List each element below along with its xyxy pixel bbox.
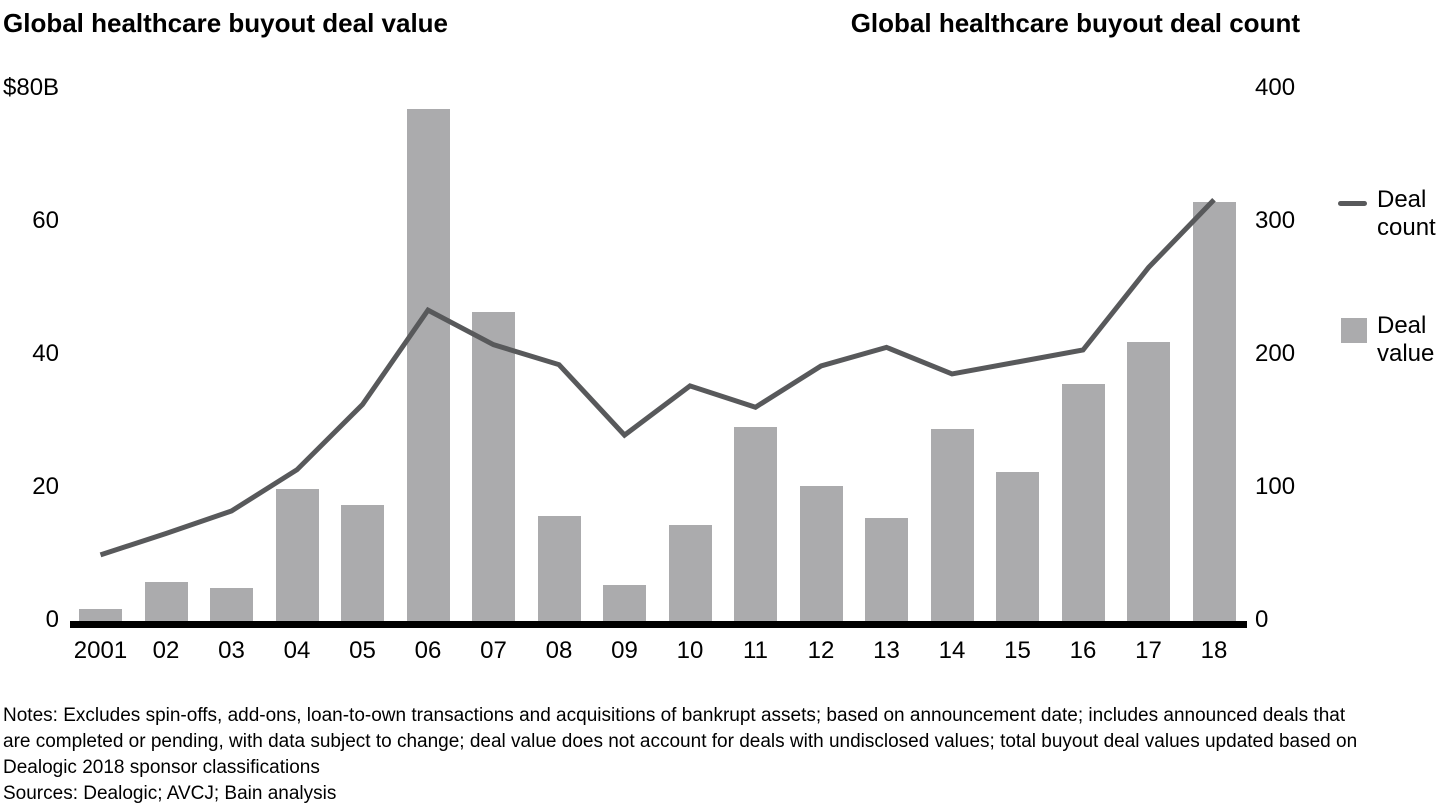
right-axis-tick-300: 300 [1255,207,1296,234]
deal-value-bar-03 [210,587,253,621]
notes-line-1: Notes: Excludes spin-offs, add-ons, loan… [3,705,1346,726]
right-axis-tick-100: 100 [1255,473,1296,500]
deal-value-bar-17 [1127,341,1170,621]
right-axis-tick-200: 200 [1255,340,1296,367]
x-axis-label-12: 12 [807,637,835,664]
deal-value-bar-13 [865,517,908,621]
deal-value-bar-11 [734,427,777,621]
deal-value-bar-2001 [79,609,122,621]
x-axis-label-06: 06 [414,637,442,664]
right-axis-tick-400: 400 [1255,74,1296,101]
chart-title-left: Global healthcare buyout deal value [3,8,449,38]
x-axis-label-11: 11 [743,637,768,664]
legend-label-deal-value: Deal value [1377,312,1435,367]
x-axis-label-02: 02 [152,637,180,664]
x-axis-label-13: 13 [873,637,900,664]
x-axis-label-2001: 2001 [73,637,128,664]
x-axis-label-10: 10 [676,637,704,664]
x-axis-label-14: 14 [938,637,966,664]
x-axis-label-17: 17 [1135,637,1162,664]
deal-value-bar-12 [799,486,843,621]
deal-count-line-swatch-icon [1338,201,1367,206]
deal-value-bar-05 [341,505,384,621]
left-axis-tick-80: $80B [3,74,60,101]
deal-value-bar-08 [537,515,581,621]
x-axis-label-03: 03 [218,637,245,664]
deal-value-bar-swatch-icon [1341,318,1367,343]
x-axis-label-09: 09 [611,637,638,664]
deal-value-bar-14 [930,429,974,621]
sources-line: Sources: Dealogic; AVCJ; Bain analysis [3,783,337,804]
deal-value-bar-18 [1192,202,1236,621]
x-axis-label-08: 08 [545,637,573,664]
deal-value-bar-15 [996,472,1039,621]
x-axis-line [70,621,1247,628]
right-axis-tick-0: 0 [1255,606,1269,633]
left-axis-tick-20: 20 [32,473,59,500]
deal-value-bar-07 [472,311,515,621]
x-axis-label-07: 07 [480,637,507,664]
deal-value-bar-02 [144,582,188,621]
deal-value-bar-10 [668,525,712,621]
deal-count-line [99,197,1216,558]
x-axis-label-18: 18 [1200,637,1228,664]
left-axis-tick-40: 40 [32,340,59,367]
deal-value-bar-06 [406,108,450,621]
notes-line-3: Dealogic 2018 sponsor classifications [3,757,320,778]
x-axis-label-16: 16 [1069,637,1097,664]
deal-value-bar-16 [1061,383,1105,621]
left-axis-tick-60: 60 [32,207,59,234]
left-axis-tick-0: 0 [45,606,59,633]
chart-title-right: Global healthcare buyout deal count [850,8,1300,38]
x-axis-label-05: 05 [349,637,376,664]
legend-label-deal-count: Deal count [1377,186,1436,241]
x-axis-label-15: 15 [1004,637,1031,664]
notes-line-2: are completed or pending, with data subj… [3,731,1358,752]
deal-value-bar-09 [603,585,646,621]
x-axis-label-04: 04 [283,637,311,664]
deal-value-bar-04 [275,489,319,621]
